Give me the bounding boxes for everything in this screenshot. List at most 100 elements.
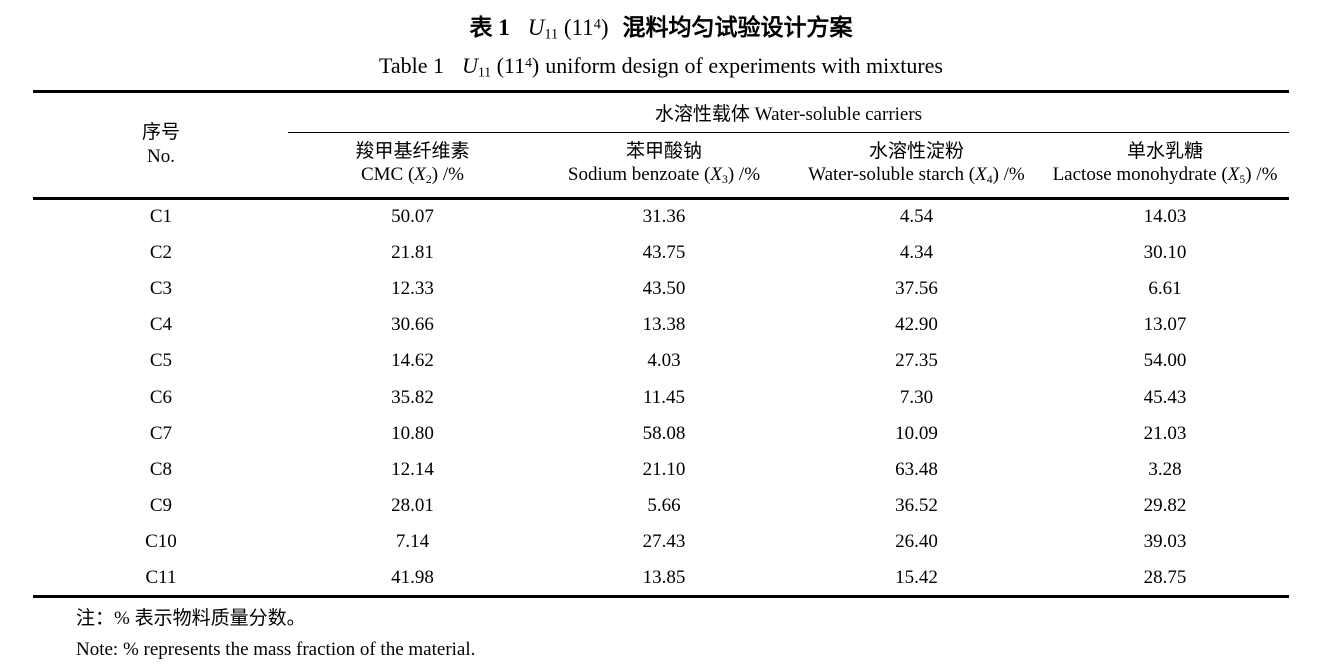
col-header-no-zh: 序号 bbox=[141, 122, 180, 143]
cell-value: 15.42 bbox=[895, 566, 938, 588]
cell-value: 37.56 bbox=[895, 277, 938, 299]
row-no: C3 bbox=[149, 277, 173, 299]
col-header-starch-zh: 水溶性淀粉 bbox=[868, 141, 964, 162]
title-en-rest: uniform design of experiments with mixtu… bbox=[545, 53, 943, 78]
cell-value: 42.90 bbox=[895, 314, 938, 336]
title-en-paren: (11 bbox=[491, 53, 526, 78]
row-no: C2 bbox=[149, 241, 173, 263]
cell-value: 28.01 bbox=[391, 495, 434, 517]
title-en-u-sub: 11 bbox=[477, 64, 492, 80]
design-table: 序号 No. 水溶性载体 Water-soluble carriers 羧甲基纤… bbox=[33, 90, 1289, 599]
title-en-u: U bbox=[462, 53, 478, 78]
cell-value: 12.33 bbox=[391, 277, 434, 299]
cell-value: 21.03 bbox=[1143, 422, 1187, 444]
cell-value: 39.03 bbox=[1143, 531, 1187, 553]
group-header-row: 序号 No. 水溶性载体 Water-soluble carriers bbox=[33, 91, 1289, 167]
row-no: C7 bbox=[149, 422, 173, 444]
col-header-cmc-en: CMC (X2) /% bbox=[360, 164, 464, 186]
cell-value: 31.36 bbox=[642, 206, 686, 228]
cell-value: 21.10 bbox=[642, 458, 686, 480]
table-row: C9 28.01 5.66 36.52 29.82 bbox=[33, 488, 1288, 524]
table-row: C3 12.33 43.50 37.56 6.61 bbox=[33, 271, 1288, 307]
table-row: C6 35.82 11.45 7.30 45.43 bbox=[33, 379, 1288, 415]
col-header-benzoate: 苯甲酸钠 Sodium benzoate (X3) /% bbox=[536, 133, 791, 199]
row-no: C1 bbox=[149, 206, 173, 228]
row-no: C5 bbox=[149, 350, 173, 372]
cell-value: 21.81 bbox=[391, 241, 434, 263]
cell-value: 4.54 bbox=[899, 206, 934, 228]
table-row: C4 30.66 13.38 42.90 13.07 bbox=[33, 307, 1288, 343]
col-header-cmc-zh: 羧甲基纤维素 bbox=[355, 141, 470, 162]
col-header-starch: 水溶性淀粉 Water-soluble starch (X4) /% bbox=[791, 133, 1041, 199]
cell-value: 43.50 bbox=[642, 277, 686, 299]
cell-value: 13.38 bbox=[642, 314, 686, 336]
cell-value: 27.35 bbox=[895, 350, 938, 372]
table-row: C11 41.98 13.85 15.42 28.75 bbox=[33, 560, 1288, 596]
title-zh-u-sub: 11 bbox=[544, 26, 559, 43]
cell-value: 12.14 bbox=[391, 458, 434, 480]
group-header-carriers: 水溶性载体 Water-soluble carriers bbox=[288, 91, 1289, 133]
col-header-lactose-zh: 单水乳糖 bbox=[1126, 141, 1203, 162]
cell-value: 58.08 bbox=[642, 422, 686, 444]
title-en-formula: U11 (114) bbox=[462, 53, 539, 80]
cell-value: 26.40 bbox=[895, 531, 938, 553]
cell-value: 27.43 bbox=[642, 531, 686, 553]
table-row: C7 10.80 58.08 10.09 21.03 bbox=[33, 416, 1288, 452]
table-row: C8 12.14 21.10 63.48 3.28 bbox=[33, 452, 1288, 488]
table-row: C10 7.14 27.43 26.40 39.03 bbox=[33, 524, 1288, 560]
row-no: C8 bbox=[149, 458, 173, 480]
cell-value: 4.03 bbox=[647, 350, 681, 372]
title-zh-close: ) bbox=[600, 15, 609, 40]
table-row: C2 21.81 43.75 4.34 30.10 bbox=[33, 235, 1288, 271]
col-header-benzoate-en: Sodium benzoate (X3) /% bbox=[567, 164, 761, 186]
title-en-label: Table 1 bbox=[379, 53, 445, 78]
row-no: C11 bbox=[145, 566, 177, 588]
row-no: C9 bbox=[149, 495, 173, 517]
cell-value: 4.34 bbox=[899, 241, 934, 263]
table-title-en: Table 1 U11 (114) uniform design of experi… bbox=[0, 52, 1322, 80]
col-header-starch-en: Water-soluble starch (X4) /% bbox=[808, 164, 1025, 186]
col-header-lactose-en: Lactose monohydrate (X5) /% bbox=[1052, 164, 1278, 186]
cell-value: 5.66 bbox=[647, 495, 681, 517]
row-no: C4 bbox=[149, 314, 173, 336]
cell-value: 30.10 bbox=[1143, 241, 1187, 263]
cell-value: 35.82 bbox=[391, 386, 434, 408]
cell-value: 3.28 bbox=[1148, 458, 1182, 480]
cell-value: 63.48 bbox=[895, 458, 938, 480]
cell-value: 36.52 bbox=[895, 495, 938, 517]
title-zh-label: 表 1 bbox=[469, 15, 510, 40]
cell-value: 10.09 bbox=[895, 422, 938, 444]
title-en-exp: 4 bbox=[525, 54, 532, 70]
cell-value: 7.30 bbox=[899, 386, 934, 408]
footnote-en: Note: % represents the mass fraction of … bbox=[76, 639, 476, 661]
cell-value: 13.07 bbox=[1143, 314, 1187, 336]
sub-header-row: 羧甲基纤维素 CMC (X2) /% 苯甲酸钠 Sodium benzoate … bbox=[33, 133, 1288, 199]
col-header-no: 序号 No. bbox=[33, 92, 288, 199]
col-header-lactose: 单水乳糖 Lactose monohydrate (X5) /% bbox=[1041, 133, 1288, 199]
cell-value: 6.61 bbox=[1148, 277, 1182, 299]
cell-value: 54.00 bbox=[1143, 350, 1187, 372]
table-row: C5 14.62 4.03 27.35 54.00 bbox=[33, 343, 1288, 379]
cell-value: 14.03 bbox=[1143, 206, 1187, 228]
cell-value: 13.85 bbox=[642, 566, 686, 588]
cell-value: 43.75 bbox=[642, 241, 686, 263]
col-header-cmc: 羧甲基纤维素 CMC (X2) /% bbox=[288, 133, 536, 199]
cell-value: 50.07 bbox=[391, 206, 434, 228]
title-zh-rest: 混料均匀试验设计方案 bbox=[622, 15, 853, 40]
title-zh-u: U bbox=[527, 15, 545, 40]
footnote-zh: 注：% 表示物料质量分数。 bbox=[76, 608, 306, 630]
cell-value: 11.45 bbox=[642, 386, 685, 408]
table-row: C1 50.07 31.36 4.54 14.03 bbox=[33, 199, 1288, 235]
title-zh-formula: U11 (114) bbox=[527, 15, 609, 43]
cell-value: 10.80 bbox=[391, 422, 434, 444]
cell-value: 45.43 bbox=[1143, 386, 1187, 408]
cell-value: 30.66 bbox=[391, 314, 434, 336]
cell-value: 41.98 bbox=[391, 566, 434, 588]
cell-value: 28.75 bbox=[1143, 566, 1187, 588]
col-header-no-en: No. bbox=[146, 146, 175, 167]
title-zh-paren: (11 bbox=[558, 15, 594, 40]
table-title-zh: 表 1 U11 (114) 混料均匀试验设计方案 bbox=[0, 13, 1322, 43]
title-zh-exp: 4 bbox=[593, 16, 601, 33]
row-no: C10 bbox=[145, 531, 177, 553]
cell-value: 14.62 bbox=[391, 350, 434, 372]
